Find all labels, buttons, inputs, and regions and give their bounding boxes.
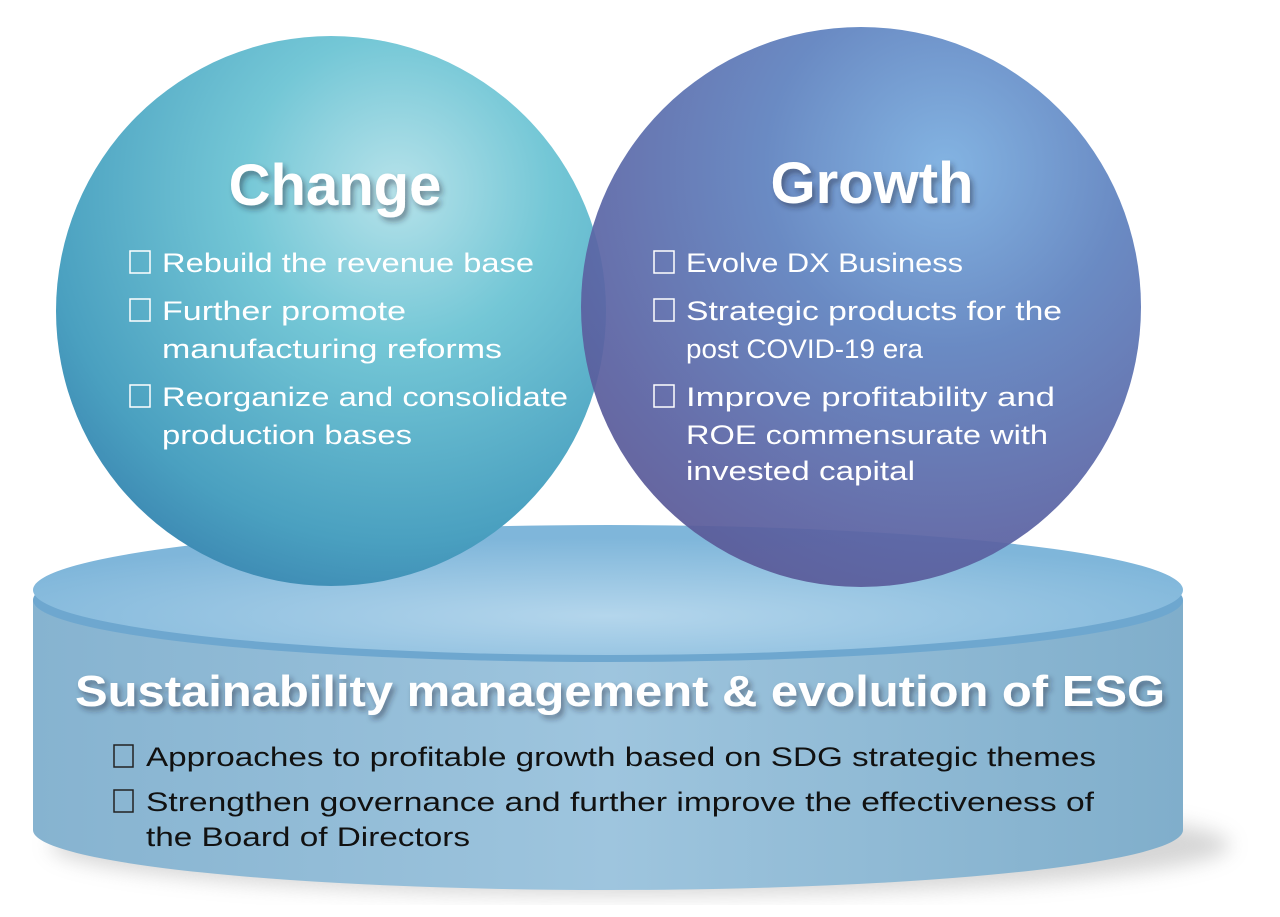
foundation-item-2: Strengthen governance and further improv… bbox=[146, 787, 1095, 817]
change-item-1: Rebuild the revenue base bbox=[162, 248, 534, 278]
change-item-2: Further promote bbox=[162, 296, 406, 326]
change-item-2-cont: manufacturing reforms bbox=[162, 334, 502, 364]
checkbox-icon bbox=[113, 789, 134, 813]
checkbox-icon bbox=[653, 250, 675, 274]
checkbox-icon bbox=[129, 250, 151, 274]
checkbox-icon bbox=[129, 384, 151, 408]
growth-sphere bbox=[581, 27, 1141, 587]
change-item-3-cont: production bases bbox=[162, 420, 412, 450]
growth-item-2-cont: post COVID-19 era bbox=[686, 334, 924, 364]
checkbox-icon bbox=[129, 298, 151, 322]
checkbox-icon bbox=[653, 298, 675, 322]
foundation-item-1: Approaches to profitable growth based on… bbox=[146, 742, 1096, 772]
change-title: Change bbox=[229, 153, 442, 218]
growth-item-3: Improve profitability and bbox=[686, 382, 1055, 412]
growth-item-3-cont: ROE commensurate with bbox=[686, 420, 1048, 450]
change-sphere bbox=[56, 36, 606, 586]
checkbox-icon bbox=[113, 744, 134, 768]
growth-item-2: Strategic products for the bbox=[686, 296, 1062, 326]
growth-title: Growth bbox=[771, 151, 974, 216]
change-item-3: Reorganize and consolidate bbox=[162, 382, 568, 412]
foundation-title: Sustainability management & evolution of… bbox=[75, 667, 1165, 716]
foundation-item-2-cont: the Board of Directors bbox=[146, 822, 470, 852]
growth-item-1: Evolve DX Business bbox=[686, 248, 963, 278]
checkbox-icon bbox=[653, 384, 675, 408]
growth-item-3-cont2: invested capital bbox=[686, 456, 915, 486]
